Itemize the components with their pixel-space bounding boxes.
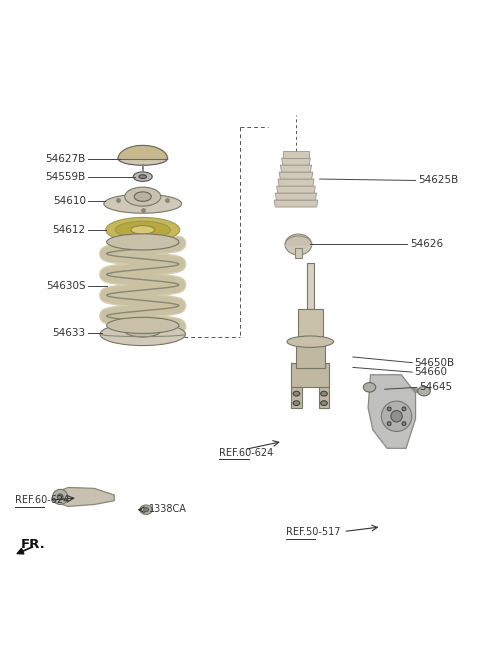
Bar xyxy=(298,309,323,342)
Text: 54630S: 54630S xyxy=(46,281,86,291)
Ellipse shape xyxy=(125,187,161,206)
Polygon shape xyxy=(54,487,114,507)
Bar xyxy=(295,248,301,258)
Ellipse shape xyxy=(391,411,402,422)
Text: 54627B: 54627B xyxy=(46,154,86,164)
Ellipse shape xyxy=(131,225,155,234)
Ellipse shape xyxy=(287,336,334,348)
Ellipse shape xyxy=(387,422,391,426)
Text: 54610: 54610 xyxy=(53,196,86,206)
Text: REF.50-517: REF.50-517 xyxy=(286,528,340,537)
Text: FR.: FR. xyxy=(21,537,46,551)
Text: 54645: 54645 xyxy=(420,382,453,392)
Ellipse shape xyxy=(144,508,148,512)
Ellipse shape xyxy=(402,407,406,411)
Text: REF.60-624: REF.60-624 xyxy=(219,447,274,457)
Text: 54559B: 54559B xyxy=(46,171,86,182)
Bar xyxy=(319,386,329,408)
Ellipse shape xyxy=(140,505,152,514)
Ellipse shape xyxy=(100,323,185,346)
Text: 54633: 54633 xyxy=(53,328,86,338)
Ellipse shape xyxy=(321,401,327,405)
Ellipse shape xyxy=(107,317,179,334)
Ellipse shape xyxy=(106,217,180,242)
Text: 54626: 54626 xyxy=(410,239,443,249)
Polygon shape xyxy=(278,179,314,186)
Ellipse shape xyxy=(123,320,163,337)
Ellipse shape xyxy=(57,494,63,500)
Ellipse shape xyxy=(382,401,412,432)
Ellipse shape xyxy=(293,392,300,396)
Bar xyxy=(307,263,313,309)
Polygon shape xyxy=(276,186,315,193)
Ellipse shape xyxy=(118,152,168,166)
Bar xyxy=(291,363,329,386)
Polygon shape xyxy=(280,165,312,172)
Ellipse shape xyxy=(53,489,68,505)
Ellipse shape xyxy=(363,382,376,392)
Ellipse shape xyxy=(418,386,430,396)
Ellipse shape xyxy=(133,172,152,181)
Ellipse shape xyxy=(387,407,391,411)
Ellipse shape xyxy=(293,401,300,405)
Ellipse shape xyxy=(107,234,179,250)
Bar xyxy=(296,342,325,368)
Text: 54625B: 54625B xyxy=(418,175,458,185)
Polygon shape xyxy=(276,193,317,200)
Polygon shape xyxy=(274,200,318,207)
Text: 54650B: 54650B xyxy=(415,357,455,368)
Text: REF.60-624: REF.60-624 xyxy=(14,495,69,505)
Ellipse shape xyxy=(115,221,170,238)
Text: 1338CA: 1338CA xyxy=(149,503,187,514)
Ellipse shape xyxy=(104,194,181,214)
Ellipse shape xyxy=(134,192,151,201)
Bar xyxy=(291,386,301,408)
Ellipse shape xyxy=(321,392,327,396)
Polygon shape xyxy=(368,374,416,448)
Text: 54612: 54612 xyxy=(53,225,86,235)
Ellipse shape xyxy=(139,175,146,179)
Polygon shape xyxy=(282,158,311,165)
Ellipse shape xyxy=(285,234,312,255)
Text: 54660: 54660 xyxy=(415,367,447,377)
Polygon shape xyxy=(279,172,313,179)
Polygon shape xyxy=(283,151,309,158)
Ellipse shape xyxy=(402,422,406,426)
